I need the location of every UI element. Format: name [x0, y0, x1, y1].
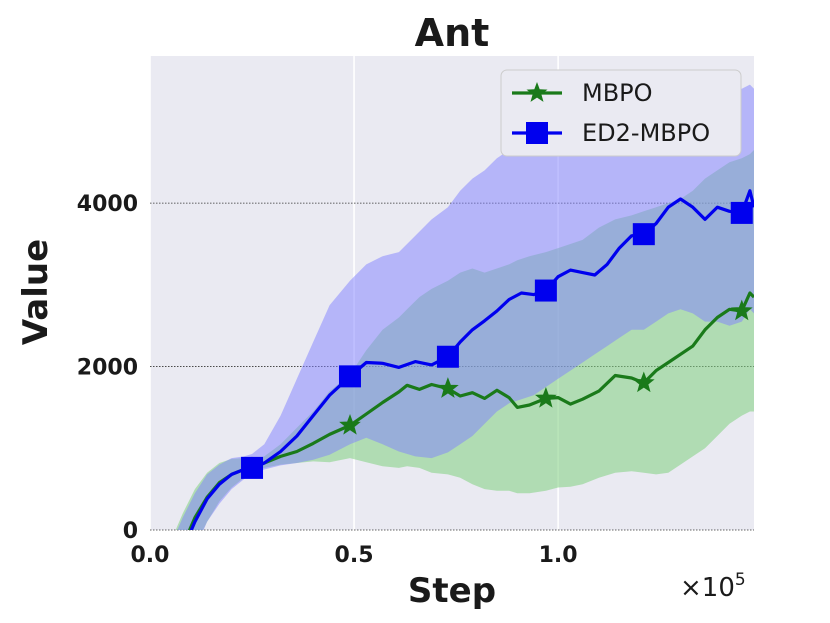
- legend-marker-star: [526, 82, 548, 102]
- x-axis-label: Step: [408, 571, 496, 611]
- marker-star: [632, 371, 655, 393]
- confidence-bands: [175, 84, 754, 530]
- x-tick-label: 0.5: [335, 543, 374, 568]
- y-axis-ticks: 0 2000 4000: [77, 192, 138, 544]
- band-square: [177, 84, 754, 530]
- chart-title: Ant: [415, 11, 490, 55]
- y-tick-label: 0: [123, 519, 138, 544]
- marker-square: [632, 223, 655, 246]
- marker-square: [338, 365, 361, 388]
- marker-square: [436, 345, 459, 368]
- legend-label: MBPO: [582, 79, 653, 107]
- marker-square: [241, 456, 264, 479]
- marker-star: [437, 377, 459, 398]
- marker-star: [730, 299, 753, 321]
- y-axis-label: Value: [16, 239, 56, 345]
- series-markers: [241, 201, 753, 479]
- marker-star: [339, 413, 361, 435]
- x-tick-label: 1.0: [539, 543, 578, 568]
- legend-marker-square: [526, 122, 548, 144]
- x-axis-multiplier: ×105: [680, 570, 746, 603]
- x-tick-label: 0.0: [131, 543, 170, 568]
- x-axis-ticks: 0.0 0.5 1.0: [131, 543, 578, 568]
- marker-star: [535, 386, 557, 408]
- marker-square: [730, 201, 753, 224]
- marker-square: [534, 279, 557, 302]
- y-tick-label: 2000: [77, 356, 138, 381]
- y-tick-label: 4000: [77, 192, 138, 217]
- legend-label: ED2-MBPO: [582, 119, 710, 147]
- legend: MBPO ED2-MBPO: [500, 69, 742, 157]
